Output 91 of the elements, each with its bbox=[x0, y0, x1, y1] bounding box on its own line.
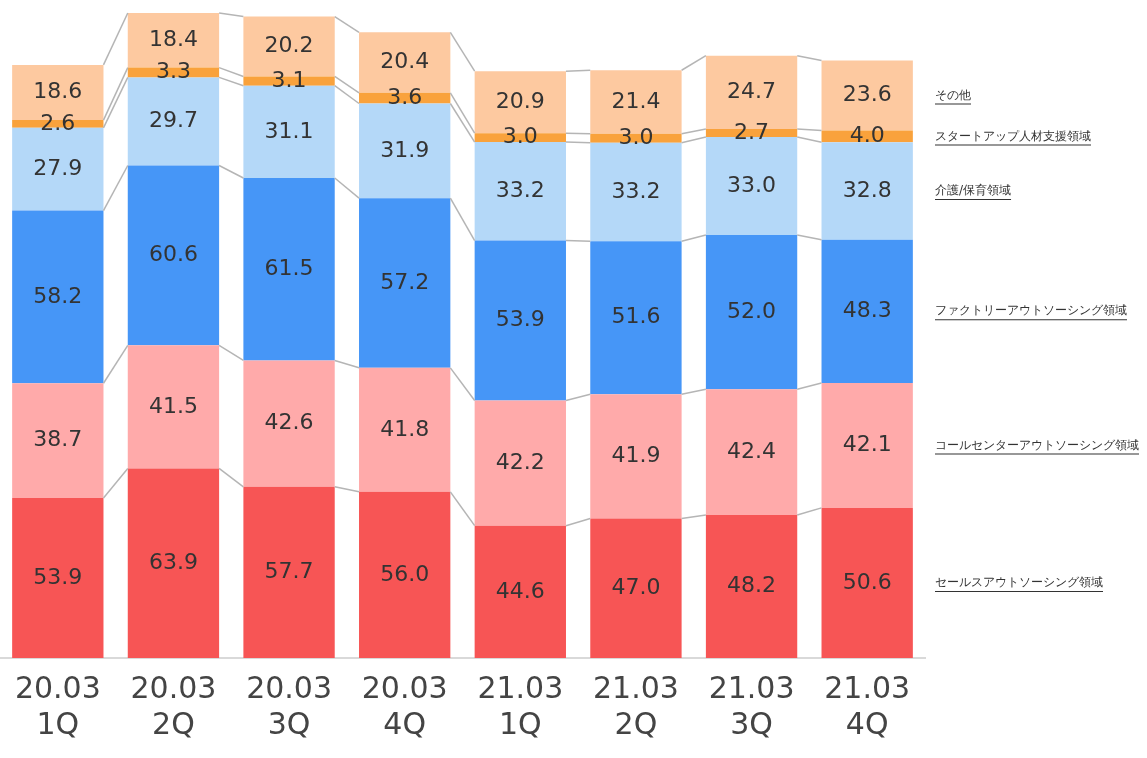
bar bbox=[243, 486, 335, 658]
data-label: 23.6 bbox=[842, 81, 892, 107]
data-label: 31.9 bbox=[380, 136, 430, 162]
x-tick-label: 21.03 1Q bbox=[477, 669, 564, 741]
data-label: 4.0 bbox=[849, 122, 885, 148]
data-label: 61.5 bbox=[264, 254, 314, 280]
x-tick-label: 21.03 4Q bbox=[824, 669, 911, 741]
series-label: セールスアウトソーシング領域 bbox=[935, 575, 1103, 590]
data-label: 29.7 bbox=[148, 107, 198, 133]
bar bbox=[821, 382, 913, 508]
bar bbox=[359, 103, 451, 199]
data-label: 21.4 bbox=[611, 87, 661, 113]
data-label: 52.0 bbox=[727, 297, 777, 323]
bar bbox=[821, 239, 913, 383]
data-label: 58.2 bbox=[33, 282, 83, 308]
bar bbox=[705, 389, 798, 515]
data-label: 42.2 bbox=[495, 448, 545, 474]
bar bbox=[590, 241, 682, 395]
x-tick-label: 21.03 3Q bbox=[708, 669, 795, 741]
bar bbox=[12, 210, 104, 384]
data-label: 53.9 bbox=[495, 306, 545, 332]
bar bbox=[243, 360, 335, 487]
data-label: 44.6 bbox=[495, 577, 545, 603]
data-label: 42.6 bbox=[264, 409, 314, 435]
data-label: 27.9 bbox=[33, 154, 83, 180]
data-label: 3.1 bbox=[271, 66, 307, 92]
data-label: 57.7 bbox=[264, 558, 314, 584]
series-label: 介護/保育領域 bbox=[935, 183, 1012, 198]
bar bbox=[359, 198, 451, 368]
bar bbox=[474, 525, 566, 658]
bar bbox=[12, 498, 104, 658]
data-label: 48.3 bbox=[842, 297, 892, 323]
data-label: 3.0 bbox=[502, 123, 538, 149]
data-label: 20.9 bbox=[495, 87, 545, 113]
data-label: 48.2 bbox=[727, 572, 777, 598]
data-label: 31.1 bbox=[264, 117, 314, 143]
series-label: スタートアップ人材支援領域 bbox=[935, 128, 1091, 143]
series-label: ファクトリーアウトソーシング領域 bbox=[935, 303, 1127, 318]
data-label: 3.0 bbox=[618, 123, 654, 149]
data-label: 42.1 bbox=[842, 431, 892, 457]
data-label: 41.9 bbox=[611, 442, 661, 468]
data-label: 24.7 bbox=[727, 78, 777, 104]
bar bbox=[590, 394, 682, 519]
data-label: 18.4 bbox=[148, 26, 198, 52]
x-tick-label: 20.03 4Q bbox=[361, 669, 448, 741]
bar bbox=[12, 383, 104, 499]
bar bbox=[474, 400, 566, 526]
x-tick-label: 20.03 3Q bbox=[246, 669, 333, 741]
data-label: 60.6 bbox=[148, 241, 198, 267]
x-tick-label: 20.03 1Q bbox=[14, 669, 101, 741]
bar bbox=[127, 468, 220, 658]
data-label: 50.6 bbox=[842, 568, 892, 594]
data-label: 53.9 bbox=[33, 563, 83, 589]
data-label: 63.9 bbox=[148, 548, 198, 574]
bar bbox=[590, 518, 682, 658]
bar bbox=[359, 367, 451, 492]
data-label: 47.0 bbox=[611, 574, 661, 599]
data-label: 38.7 bbox=[33, 426, 83, 452]
data-label: 41.8 bbox=[380, 415, 430, 441]
bar bbox=[705, 137, 798, 235]
data-label: 41.5 bbox=[148, 392, 198, 418]
bar bbox=[590, 142, 682, 242]
data-label: 33.0 bbox=[727, 171, 777, 197]
bar bbox=[127, 165, 220, 346]
bar bbox=[474, 142, 566, 241]
data-label: 33.2 bbox=[611, 177, 661, 203]
data-label: 33.2 bbox=[495, 177, 545, 203]
data-label: 20.4 bbox=[380, 48, 430, 74]
bar bbox=[474, 240, 566, 401]
data-label: 56.0 bbox=[380, 560, 430, 586]
bar bbox=[243, 85, 335, 178]
bar bbox=[821, 142, 913, 240]
bar bbox=[705, 234, 798, 390]
data-label: 51.6 bbox=[611, 303, 661, 329]
bar bbox=[127, 345, 220, 469]
x-tick-label: 20.03 2Q bbox=[130, 669, 217, 741]
bar bbox=[243, 177, 335, 361]
data-label: 42.4 bbox=[727, 437, 777, 463]
series-label: コールセンターアウトソーシング領域 bbox=[935, 437, 1139, 452]
data-label: 3.6 bbox=[387, 83, 423, 109]
data-label: 32.8 bbox=[842, 176, 892, 202]
data-label: 3.3 bbox=[155, 58, 191, 84]
bar bbox=[821, 507, 913, 658]
series-label: その他 bbox=[935, 87, 971, 102]
bar bbox=[127, 77, 220, 166]
data-label: 20.2 bbox=[264, 32, 314, 58]
bar bbox=[705, 515, 798, 658]
x-tick-label: 21.03 2Q bbox=[592, 669, 679, 741]
data-label: 18.6 bbox=[33, 78, 83, 104]
data-label: 57.2 bbox=[380, 268, 430, 294]
bar bbox=[359, 491, 451, 658]
